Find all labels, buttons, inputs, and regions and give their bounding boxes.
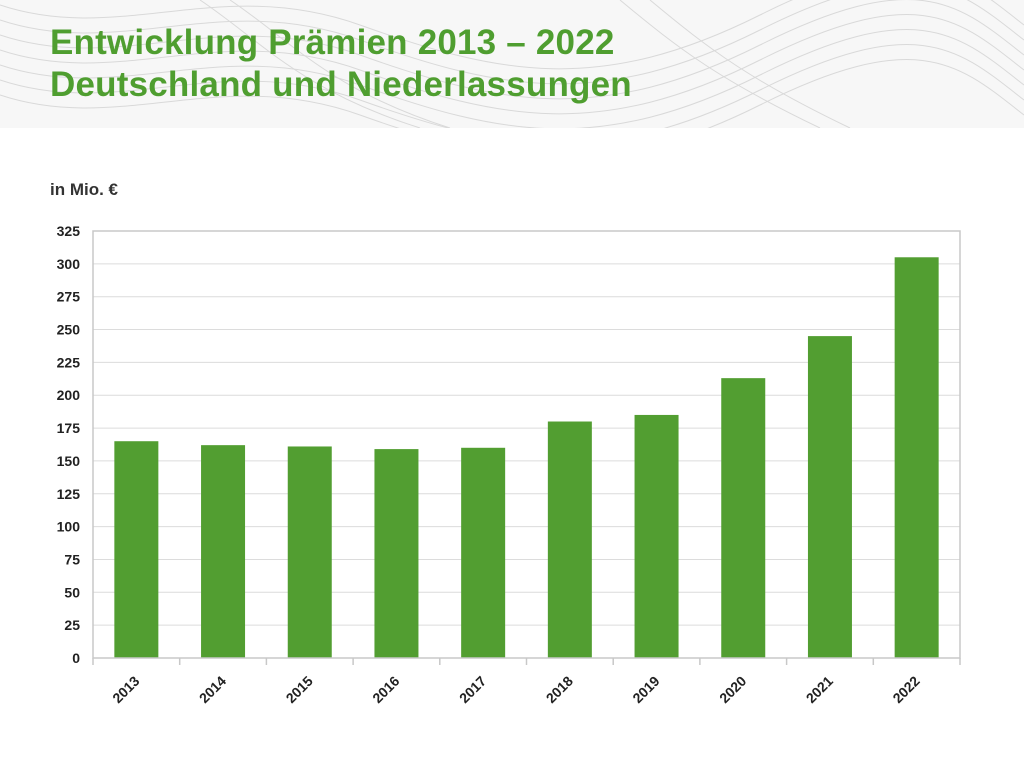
- y-tick-label: 175: [57, 420, 81, 436]
- header-band: Entwicklung Prämien 2013 – 2022 Deutschl…: [0, 0, 1024, 128]
- title-line-1: Entwicklung Prämien 2013 – 2022: [50, 23, 615, 62]
- axes: [92, 230, 961, 665]
- y-tick-label: 100: [57, 519, 81, 535]
- bar-2017: [461, 447, 506, 658]
- y-tick-label: 25: [64, 617, 80, 633]
- x-tick-label: 2017: [456, 673, 489, 706]
- y-tick-label: 225: [57, 354, 81, 370]
- y-tick-label: 50: [64, 584, 80, 600]
- title-line-2: Deutschland und Niederlassungen: [50, 65, 632, 104]
- bar-2022: [894, 257, 939, 658]
- y-tick-label: 325: [57, 223, 81, 239]
- x-tick-label: 2018: [543, 673, 576, 706]
- bar-2013: [114, 441, 159, 658]
- x-tick-label: 2013: [109, 673, 142, 706]
- bar-2018: [547, 421, 592, 658]
- bar-2016: [374, 449, 419, 658]
- bars: [114, 257, 939, 658]
- bar-2021: [807, 336, 852, 658]
- y-tick-label: 0: [72, 650, 80, 666]
- decorative-contour-pattern: [0, 0, 1024, 128]
- page-title: Entwicklung Prämien 2013 – 2022 Deutschl…: [50, 22, 632, 106]
- x-tick-label: 2019: [629, 673, 662, 706]
- y-tick-label: 300: [57, 256, 81, 272]
- bar-2019: [634, 414, 679, 658]
- bar-2014: [201, 445, 246, 658]
- y-tick-label: 125: [57, 486, 81, 502]
- y-tick-label: 75: [64, 551, 80, 567]
- x-tick-label: 2015: [283, 673, 316, 706]
- y-tick-label: 275: [57, 289, 81, 305]
- y-tick-label: 200: [57, 387, 81, 403]
- x-tick-label: 2014: [196, 673, 229, 706]
- y-axis-unit-label: in Mio. €: [50, 180, 118, 199]
- x-tick-label: 2021: [803, 673, 836, 706]
- x-tick-label: 2020: [716, 673, 749, 706]
- x-tick-label: 2016: [369, 673, 402, 706]
- bar-2015: [287, 446, 332, 658]
- y-tick-label: 250: [57, 322, 81, 338]
- bar-2020: [721, 378, 766, 658]
- x-tick-label: 2022: [889, 673, 922, 706]
- y-tick-label: 150: [57, 453, 81, 469]
